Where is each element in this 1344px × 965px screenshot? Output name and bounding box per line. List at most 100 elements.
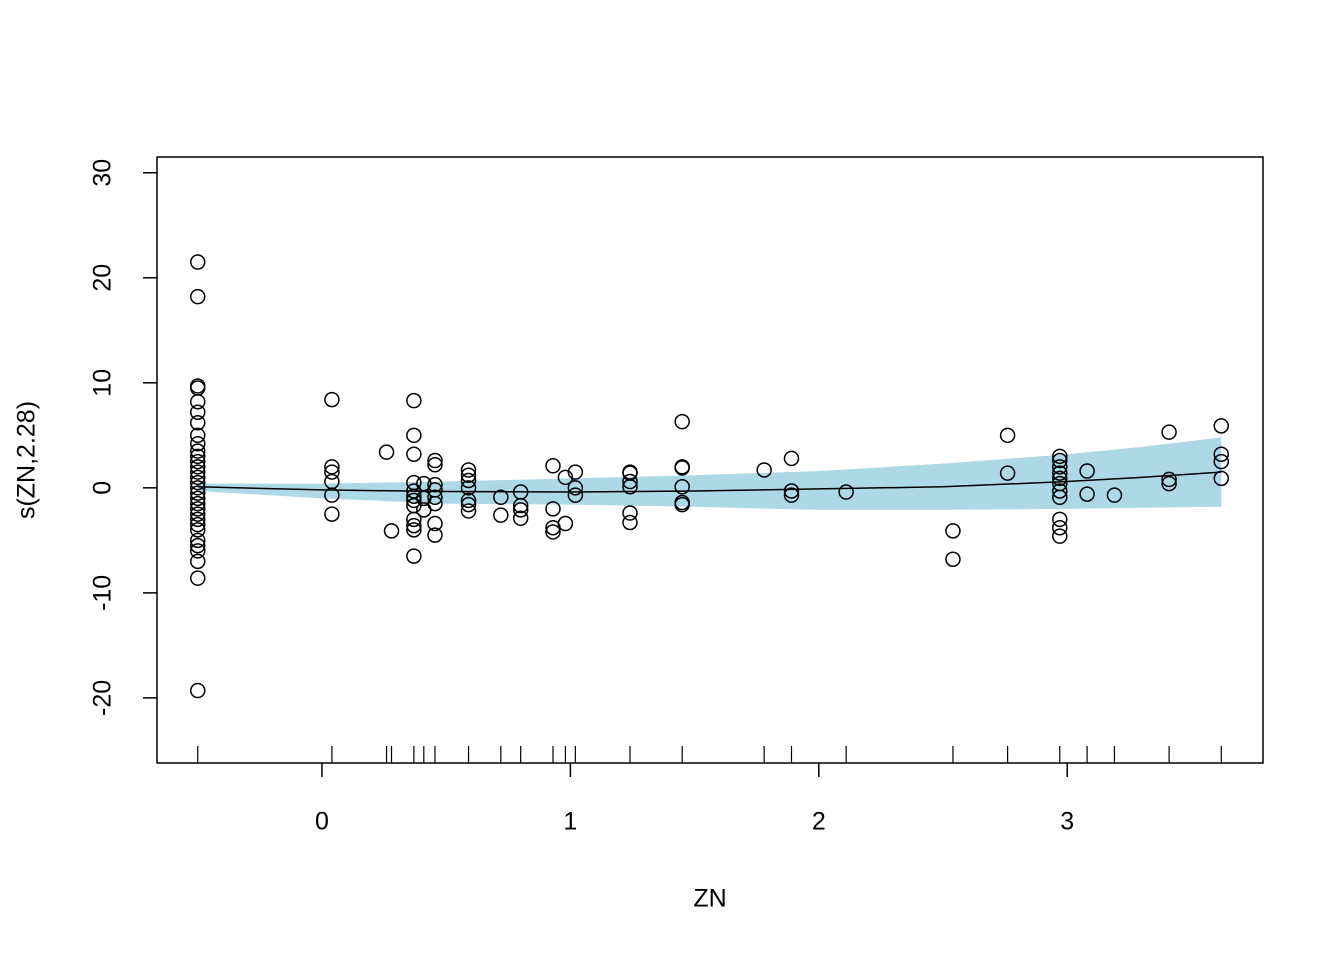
data-point — [512, 510, 529, 527]
y-tick-label: 30 — [89, 159, 117, 187]
data-point — [460, 462, 477, 478]
data-point — [189, 414, 206, 431]
data-point — [557, 469, 574, 486]
data-point — [189, 532, 206, 549]
data-point — [324, 487, 340, 503]
x-tick-label: 3 — [1060, 808, 1074, 836]
data-point — [945, 523, 961, 539]
data-point — [189, 570, 206, 586]
data-point — [189, 522, 206, 538]
data-point — [1052, 459, 1068, 475]
data-point — [622, 479, 638, 495]
data-point — [756, 462, 772, 478]
data-point — [545, 501, 561, 517]
data-point — [783, 487, 800, 503]
x-axis-label: ZN — [693, 885, 726, 913]
data-point — [189, 480, 206, 496]
data-point — [1052, 448, 1068, 465]
data-point — [1161, 424, 1177, 440]
data-point — [545, 524, 561, 540]
data-point — [1052, 489, 1068, 506]
data-point — [460, 467, 477, 483]
data-point — [189, 404, 206, 420]
data-point — [567, 480, 584, 496]
data-point — [1213, 446, 1230, 462]
data-point — [189, 288, 206, 305]
data-point — [427, 527, 443, 543]
data-point — [622, 505, 638, 521]
data-point — [460, 496, 477, 513]
data-point — [999, 427, 1016, 444]
data-point — [1213, 453, 1230, 470]
data-point — [189, 495, 206, 512]
data-point — [406, 522, 422, 538]
data-point — [1079, 486, 1095, 502]
data-point — [567, 487, 584, 503]
data-point — [1052, 519, 1068, 536]
data-point — [406, 427, 422, 444]
data-point — [189, 435, 206, 452]
data-point — [189, 537, 206, 554]
data-point — [1213, 470, 1230, 487]
data-point — [406, 511, 422, 528]
y-axis-label: s(ZN,2.28) — [13, 401, 41, 519]
data-point — [324, 391, 340, 408]
data-point — [674, 460, 690, 476]
data-point — [1052, 452, 1068, 469]
data-point — [1052, 528, 1068, 544]
y-tick-label: 0 — [89, 481, 117, 495]
data-point — [945, 551, 961, 567]
data-point — [460, 492, 477, 509]
data-point — [189, 459, 206, 475]
data-point — [406, 492, 422, 509]
data-point — [189, 516, 206, 533]
data-point — [189, 490, 206, 507]
data-point — [383, 523, 400, 539]
data-point — [189, 506, 206, 522]
data-point — [427, 489, 443, 506]
data-point — [999, 465, 1016, 481]
x-tick-label: 2 — [812, 808, 826, 836]
x-tick-label: 1 — [563, 808, 577, 836]
data-point — [838, 484, 854, 500]
data-point — [189, 682, 206, 699]
data-point — [1052, 470, 1068, 487]
data-point — [512, 497, 529, 514]
data-point — [674, 413, 690, 430]
data-point — [1161, 471, 1177, 488]
data-point — [512, 502, 529, 518]
data-point — [189, 469, 206, 486]
data-point — [1106, 487, 1123, 503]
data-point — [189, 254, 206, 270]
data-point — [567, 464, 584, 480]
data-point — [189, 553, 206, 570]
data-point — [189, 501, 206, 517]
data-point — [189, 443, 206, 459]
data-point — [189, 485, 206, 501]
y-tick-label: -10 — [89, 575, 117, 611]
y-tick-label: 20 — [89, 264, 117, 292]
data-point — [783, 450, 800, 467]
data-point — [545, 458, 561, 474]
data-point — [324, 464, 340, 480]
data-point — [189, 543, 206, 559]
data-point — [1213, 418, 1230, 434]
data-point — [557, 515, 574, 532]
data-point — [406, 446, 422, 462]
data-point — [1161, 475, 1177, 492]
data-point — [1052, 465, 1068, 481]
data-point — [406, 488, 422, 504]
plot-frame — [156, 156, 1264, 764]
data-point — [427, 515, 443, 532]
data-point — [427, 456, 443, 473]
data-point — [460, 503, 477, 519]
data-point — [427, 495, 443, 512]
data-point — [189, 474, 206, 491]
y-tick-label: -20 — [89, 680, 117, 716]
data-point — [674, 479, 690, 495]
data-point — [189, 464, 206, 480]
data-point — [427, 452, 443, 469]
data-point — [674, 496, 690, 513]
data-point — [622, 473, 638, 490]
